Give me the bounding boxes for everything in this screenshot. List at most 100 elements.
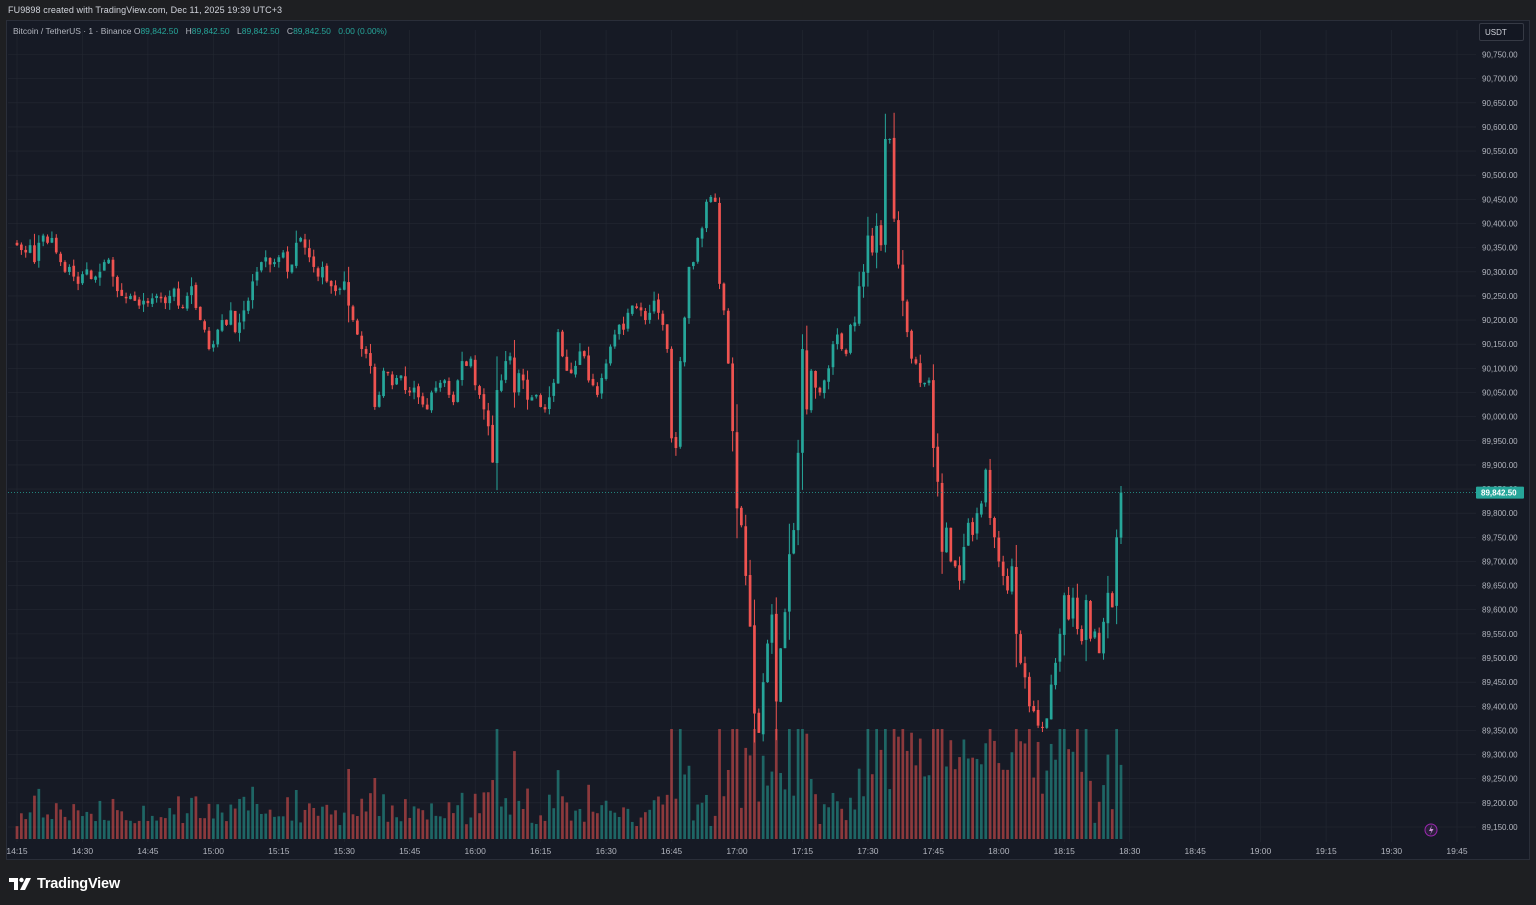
volume-bar <box>452 813 455 839</box>
volume-bar <box>958 757 961 839</box>
time-tick-label: 14:15 <box>6 846 28 856</box>
price-tick-label: 90,500.00 <box>1482 171 1518 180</box>
tradingview-logo-icon <box>9 877 31 890</box>
candle-body <box>303 239 307 248</box>
candle-body <box>456 380 460 402</box>
candle-body <box>888 138 892 140</box>
candle-body <box>534 394 538 397</box>
price-tick-label: 90,400.00 <box>1482 219 1518 228</box>
volume-bar <box>731 729 734 839</box>
candle-body <box>958 565 961 581</box>
candle-body <box>273 262 276 265</box>
candle-body <box>1084 600 1088 640</box>
volume-bar <box>443 818 446 839</box>
volume-bar <box>194 796 198 839</box>
volume-bar <box>1067 749 1070 839</box>
volume-bar <box>133 823 137 839</box>
candle-body <box>1019 634 1022 663</box>
volume-bar <box>98 800 102 839</box>
candle-body <box>28 245 32 253</box>
candle-body <box>582 351 586 357</box>
volume-bar <box>862 796 865 839</box>
volume-bar <box>836 801 839 839</box>
volume-bar <box>582 821 586 839</box>
time-tick-label: 15:15 <box>268 846 290 856</box>
volume-bar <box>212 818 215 839</box>
volume-bar <box>216 804 220 839</box>
volume-bar <box>264 813 268 839</box>
candle-body <box>1023 663 1027 678</box>
candle-body <box>932 380 935 448</box>
candle-body <box>172 288 176 297</box>
candle-body <box>133 295 137 301</box>
volume-bar <box>617 817 621 839</box>
low-label: L <box>236 26 242 36</box>
candle-body <box>1071 597 1075 619</box>
candle-body <box>500 380 503 391</box>
candle-body <box>526 379 529 400</box>
time-tick-label: 18:30 <box>1119 846 1141 856</box>
high-value: 89,842.50 <box>191 26 230 36</box>
time-tick-label: 14:30 <box>72 846 94 856</box>
volume-bar <box>24 819 28 839</box>
volume-bar <box>37 788 41 839</box>
volume-bar <box>884 729 887 839</box>
volume-bar <box>966 758 970 839</box>
chart-panel[interactable] <box>6 20 1530 860</box>
volume-bar <box>552 808 556 839</box>
candle-body <box>879 225 883 246</box>
change-value: 0.00 (0.00%) <box>338 26 387 36</box>
volume-bar <box>207 803 211 839</box>
volume-bar <box>417 808 420 839</box>
candle-body <box>744 526 748 576</box>
volume-bar <box>905 750 909 839</box>
candle-body <box>853 322 857 327</box>
volume-bar <box>290 820 294 839</box>
volume-bar <box>334 810 337 839</box>
flash-icon[interactable] <box>1424 823 1438 837</box>
candle-body <box>993 518 996 538</box>
volume-bar <box>644 812 647 839</box>
volume-bar <box>779 772 782 839</box>
volume-bar <box>373 778 377 839</box>
candle-body <box>609 346 612 364</box>
volume-bar <box>469 817 473 839</box>
candle-body <box>1010 566 1014 592</box>
volume-bar <box>46 814 49 839</box>
price-tick-label: 89,700.00 <box>1482 557 1518 566</box>
candle-body <box>849 324 852 353</box>
candle-body <box>827 368 830 382</box>
candle-body <box>792 530 796 554</box>
candle-body <box>373 366 377 407</box>
candle-body <box>805 350 809 410</box>
volume-bar <box>229 804 233 839</box>
volume-bar <box>408 817 412 839</box>
price-tick-label: 89,800.00 <box>1482 509 1518 518</box>
volume-bar <box>190 797 193 839</box>
candle-body <box>246 300 250 311</box>
time-axis: 14:15 14:30 14:45 15:00 15:15 15:30 15:45 16:00… <box>6 846 1468 856</box>
candle-body <box>72 265 76 277</box>
candle-body <box>1080 629 1084 642</box>
candle-body <box>548 397 551 410</box>
candle-body <box>281 252 285 258</box>
volume-bar <box>870 774 874 839</box>
candle-body <box>1067 595 1070 620</box>
candle-body <box>971 522 974 535</box>
candle-body <box>168 295 172 304</box>
candle-body <box>761 682 765 735</box>
candle-body <box>116 276 119 292</box>
candle-body <box>24 249 28 253</box>
candle-body <box>635 306 638 308</box>
tradingview-logo[interactable]: TradingView <box>9 876 120 892</box>
volume-bar <box>923 776 926 839</box>
volume-bar <box>1089 780 1092 839</box>
candle-body <box>665 324 669 350</box>
currency-button[interactable]: USDT <box>1479 23 1524 41</box>
volume-bar <box>587 784 590 839</box>
candle-body <box>286 251 289 272</box>
candle-body <box>796 452 800 531</box>
volume-bar <box>338 825 342 839</box>
volume-bar <box>68 820 71 839</box>
